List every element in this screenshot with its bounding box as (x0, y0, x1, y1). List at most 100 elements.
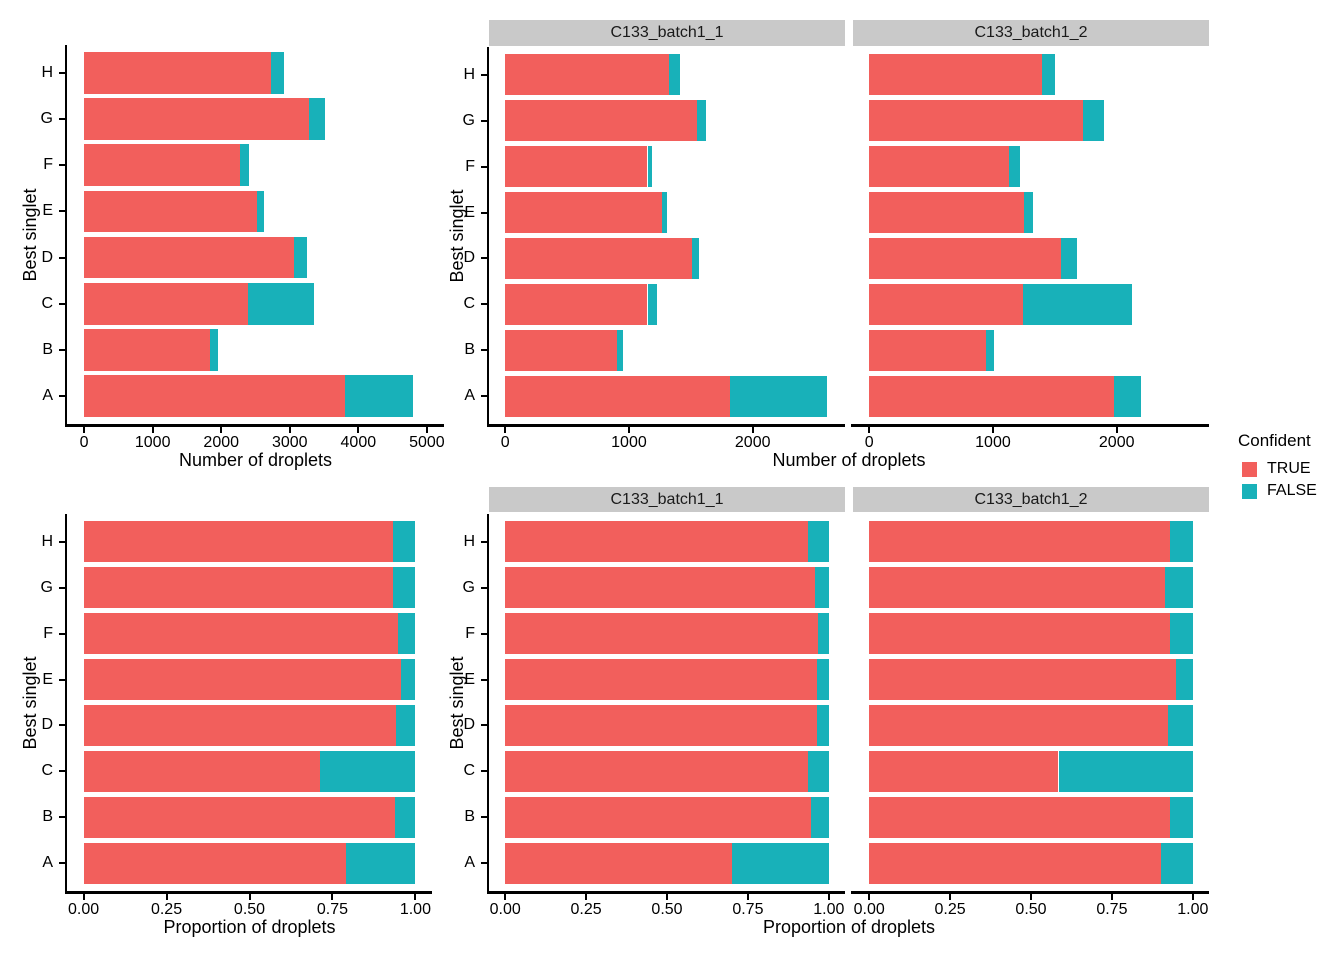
bar-segment-a-false (1161, 842, 1193, 885)
y-category-label: A (464, 854, 475, 872)
y-category-label: F (43, 624, 53, 642)
bar-segment-c-true (869, 283, 1023, 326)
x-axis-line (851, 891, 1209, 894)
x-tick (248, 893, 251, 900)
bar-segment-h-false (1042, 53, 1056, 96)
facet-strip: C133_batch1_1 (489, 20, 845, 46)
bar-segment-a-true (505, 375, 731, 418)
bar-segment-c-true (505, 283, 648, 326)
facet-strip-label: C133_batch1_2 (974, 490, 1088, 508)
x-tick (504, 426, 507, 433)
bar-segment-a-false (731, 842, 829, 885)
y-category-label: D (463, 716, 475, 734)
y-category-label: B (464, 341, 475, 359)
facet-strip: C133_batch1_1 (489, 487, 845, 512)
y-category-label: B (42, 341, 53, 359)
y-tick (480, 303, 487, 306)
y-tick (58, 210, 65, 213)
bar-segment-d-false (396, 704, 416, 747)
x-tick (585, 893, 588, 900)
y-category-label: E (42, 202, 53, 220)
legend: Confident TRUE FALSE (1238, 431, 1344, 505)
bar-segment-d-false (293, 236, 307, 279)
x-tick-label: 3000 (271, 434, 308, 451)
y-category-label: A (42, 854, 53, 872)
x-tick-label: 0.25 (570, 901, 602, 918)
bar-segment-e-true (505, 191, 663, 234)
bar-segment-h-true (869, 520, 1171, 563)
x-tick (331, 893, 334, 900)
y-category-label: F (465, 624, 475, 642)
x-axis-title: Number of droplets (772, 450, 926, 470)
bar-segment-c-true (83, 750, 321, 793)
bar-segment-g-true (84, 98, 309, 140)
x-tick (827, 893, 830, 900)
y-tick (58, 632, 65, 635)
bar-segment-a-true (84, 375, 345, 418)
x-tick (504, 893, 507, 900)
facet-strip: C133_batch1_2 (853, 487, 1209, 512)
bar-segment-e-true (869, 191, 1024, 234)
bar-segment-a-false (344, 375, 413, 418)
y-category-label: H (463, 532, 475, 550)
x-tick-label: 0 (864, 434, 874, 451)
legend-label-false: FALSE (1267, 482, 1317, 499)
bar-segment-g-false (697, 99, 706, 142)
y-category-label: H (463, 65, 475, 83)
y-category-label: G (462, 111, 475, 129)
x-tick-label: 0.25 (934, 901, 966, 918)
y-axis-line (64, 514, 67, 894)
y-tick (480, 349, 487, 352)
legend-item-false: FALSE (1242, 483, 1344, 499)
y-tick (480, 73, 487, 76)
x-tick-label: 0 (79, 434, 89, 451)
bar-segment-a-true (505, 842, 732, 885)
y-category-label: C (463, 762, 475, 780)
bar-segment-c-false (807, 750, 829, 793)
x-tick (151, 426, 154, 433)
bar-segment-f-false (1170, 612, 1193, 655)
x-axis-line (65, 891, 432, 894)
facet-strip-label: C133_batch1_1 (610, 24, 724, 41)
bar-segment-e-false (816, 658, 829, 701)
bar-segment-g-true (869, 566, 1165, 609)
x-tick (868, 893, 871, 900)
bar-segment-a-false (730, 375, 827, 418)
x-tick (414, 893, 417, 900)
x-tick-label: 1.00 (399, 901, 431, 918)
y-tick (58, 678, 65, 681)
bar-segment-e-true (505, 658, 817, 701)
x-tick (991, 426, 994, 433)
y-category-label: D (41, 248, 53, 266)
bar-segment-e-false (256, 190, 265, 233)
y-tick (58, 349, 65, 352)
bar-segment-g-false (1164, 566, 1193, 609)
bar-segment-d-true (83, 704, 397, 747)
y-tick (58, 586, 65, 589)
y-tick (58, 724, 65, 727)
x-tick-label: 0.50 (651, 901, 683, 918)
bar-segment-e-true (84, 190, 257, 233)
y-tick (58, 395, 65, 398)
y-axis-line (486, 514, 489, 894)
y-category-label: A (464, 387, 475, 405)
x-tick-label: 2000 (1098, 434, 1135, 451)
bar-segment-e-true (869, 658, 1176, 701)
y-category-label: G (40, 109, 53, 127)
y-tick (480, 678, 487, 681)
bar-segment-h-false (270, 51, 284, 94)
y-tick (480, 165, 487, 168)
x-axis-line (65, 424, 444, 427)
x-tick-label: 1000 (611, 434, 647, 451)
bar-segment-a-true (869, 842, 1162, 885)
bar-segment-b-false (616, 329, 623, 372)
bar-segment-a-true (83, 842, 347, 885)
y-axis-line (64, 45, 67, 427)
bar-segment-b-false (395, 796, 416, 839)
bar-segment-h-false (393, 520, 416, 563)
bar-segment-h-false (808, 520, 829, 563)
y-tick (480, 211, 487, 214)
x-axis-title: Proportion of droplets (163, 917, 336, 937)
bar-segment-g-false (1083, 99, 1104, 142)
bar-segment-f-false (647, 145, 653, 188)
